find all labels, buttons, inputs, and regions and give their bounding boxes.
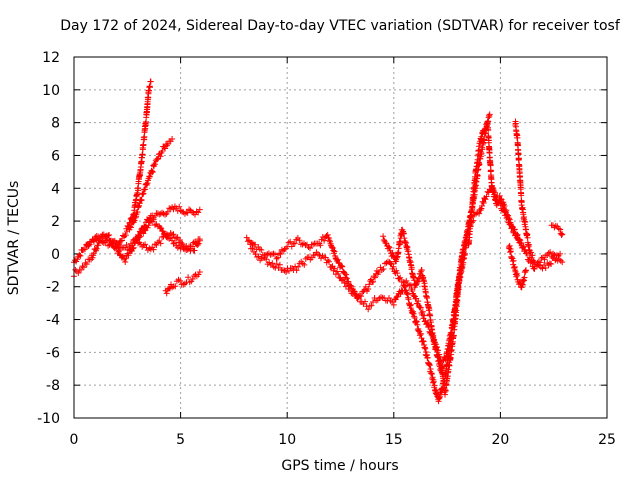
series-track-13 <box>548 222 566 238</box>
y-tick-label: -4 <box>46 313 60 329</box>
y-tick-label: 0 <box>51 247 60 263</box>
x-tick-label: 0 <box>70 432 79 448</box>
y-tick-label: 4 <box>51 181 60 197</box>
series-markers <box>465 118 525 249</box>
series-track-8 <box>248 242 470 405</box>
grid <box>73 56 608 419</box>
x-tick-label: 25 <box>598 432 616 448</box>
y-tick-label: 8 <box>51 116 60 132</box>
y-tick-label: 12 <box>42 50 60 66</box>
series-track-10 <box>465 118 525 249</box>
x-tick-label: 10 <box>278 432 296 448</box>
series-markers <box>248 242 470 405</box>
series-layer <box>71 78 566 405</box>
y-tick-label: 6 <box>51 148 60 164</box>
chart-title: Day 172 of 2024, Sidereal Day-to-day VTE… <box>60 18 621 34</box>
x-axis-label: GPS time / hours <box>281 458 398 474</box>
series-markers <box>130 230 203 254</box>
series-track-12 <box>505 242 529 291</box>
series-track-6 <box>162 269 203 297</box>
series-markers <box>505 242 529 291</box>
series-markers <box>548 222 566 238</box>
y-axis-label: SDTVAR / TECUs <box>6 181 22 296</box>
y-tick-label: 10 <box>42 83 60 99</box>
series-track-9 <box>380 111 493 374</box>
y-tick-label: 2 <box>51 214 60 230</box>
y-tick-label: -10 <box>37 411 60 427</box>
series-markers <box>380 111 493 374</box>
series-track-11 <box>512 118 564 272</box>
series-track-5 <box>130 230 203 254</box>
series-markers <box>126 136 176 233</box>
series-track-2 <box>126 136 176 233</box>
y-tick-label: -2 <box>46 280 60 296</box>
x-tick-label: 5 <box>176 432 185 448</box>
x-tick-label: 15 <box>385 432 403 448</box>
series-markers <box>512 118 564 272</box>
y-tick-label: -8 <box>46 378 60 394</box>
x-tick-labels: 0 5 10 15 20 25 <box>70 432 616 448</box>
y-tick-label: -6 <box>46 345 60 361</box>
plot-frame <box>73 56 608 419</box>
series-markers <box>162 269 203 297</box>
y-tick-labels: -10 -8 -6 -4 -2 0 2 4 6 8 10 12 <box>37 50 60 427</box>
x-tick-label: 20 <box>491 432 509 448</box>
